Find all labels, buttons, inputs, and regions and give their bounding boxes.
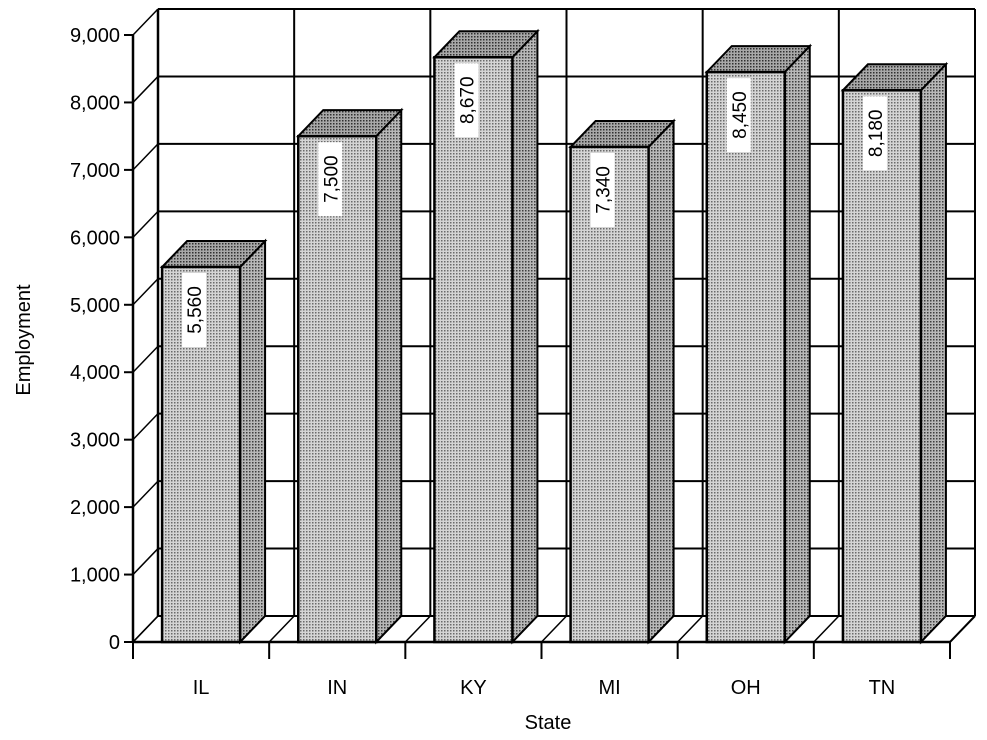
y-axis-title: Employment bbox=[13, 284, 35, 396]
data-label: 8,450 bbox=[730, 91, 751, 139]
bar-side bbox=[647, 118, 675, 645]
x-axis-title: State bbox=[525, 712, 572, 734]
x-tick-label: MI bbox=[598, 677, 620, 699]
floor-divider bbox=[540, 615, 568, 643]
y-tick-label: 7,000 bbox=[70, 160, 120, 182]
bar-side bbox=[919, 61, 947, 645]
bar-MI bbox=[568, 118, 676, 645]
bar-KY bbox=[432, 28, 540, 645]
data-label-bg bbox=[318, 142, 343, 217]
data-label: 7,340 bbox=[594, 166, 615, 214]
x-tick-label: KY bbox=[460, 677, 487, 699]
floor-divider bbox=[132, 615, 159, 643]
data-label: 5,560 bbox=[185, 286, 206, 334]
bar-front bbox=[841, 89, 923, 644]
y-tick-label: 9,000 bbox=[70, 25, 120, 47]
x-tick-label: TN bbox=[869, 677, 896, 699]
gridline-left-wall bbox=[132, 75, 159, 103]
data-label-bg bbox=[590, 152, 615, 227]
bar-IN bbox=[295, 107, 404, 645]
y-tick-label: 8,000 bbox=[70, 92, 120, 114]
bar-side bbox=[511, 28, 539, 645]
y-tick-label: 4,000 bbox=[70, 362, 120, 384]
gridline-left-wall bbox=[132, 278, 159, 306]
y-tick-label: 5,000 bbox=[70, 295, 120, 317]
data-label-bg bbox=[862, 96, 887, 171]
gridline-left-wall bbox=[132, 345, 159, 373]
labels: 0 1,000 2,000 3,000 4,000 5,000 6,000 7,000 8,00… bbox=[70, 25, 895, 699]
floor-divider bbox=[268, 615, 295, 643]
x-tick-label: IN bbox=[327, 677, 347, 699]
grid bbox=[132, 8, 976, 643]
y-tick-label: 6,000 bbox=[70, 227, 120, 249]
bar-IL bbox=[159, 238, 268, 645]
data-label-bg bbox=[726, 78, 751, 153]
data-label: 7,500 bbox=[321, 155, 342, 203]
x-tick-label: IL bbox=[193, 677, 210, 699]
gridline-left-wall bbox=[132, 480, 159, 508]
bar-side bbox=[375, 107, 403, 645]
bar-front bbox=[569, 145, 650, 644]
bar-front bbox=[433, 56, 514, 644]
gridline-left-wall bbox=[132, 413, 159, 441]
axes bbox=[124, 9, 976, 659]
gridline-left-wall bbox=[132, 8, 159, 36]
x-tick-label: OH bbox=[731, 677, 761, 699]
bar-side bbox=[239, 238, 267, 645]
data-label-bg bbox=[454, 63, 479, 138]
gridline-left-wall bbox=[132, 548, 159, 576]
bar-TN bbox=[840, 61, 949, 645]
y-tick-label: 0 bbox=[109, 632, 120, 654]
floor-divider bbox=[677, 615, 704, 643]
gridline-left-wall bbox=[132, 210, 159, 238]
gridline-left-wall bbox=[132, 143, 159, 171]
y-tick-label: 3,000 bbox=[70, 430, 120, 452]
bars bbox=[159, 28, 949, 645]
data-label: 8,670 bbox=[457, 76, 478, 124]
data-label: 8,180 bbox=[866, 110, 887, 158]
bar-OH bbox=[704, 43, 813, 645]
bar-front bbox=[297, 134, 378, 644]
floor-divider bbox=[949, 615, 976, 643]
bar-front bbox=[705, 70, 786, 644]
data-label-bg bbox=[182, 273, 207, 348]
floor-divider bbox=[813, 615, 840, 643]
y-tick-label: 1,000 bbox=[70, 565, 120, 587]
floor-divider bbox=[404, 615, 431, 643]
bar-side bbox=[783, 43, 811, 645]
y-tick-label: 2,000 bbox=[70, 497, 120, 519]
